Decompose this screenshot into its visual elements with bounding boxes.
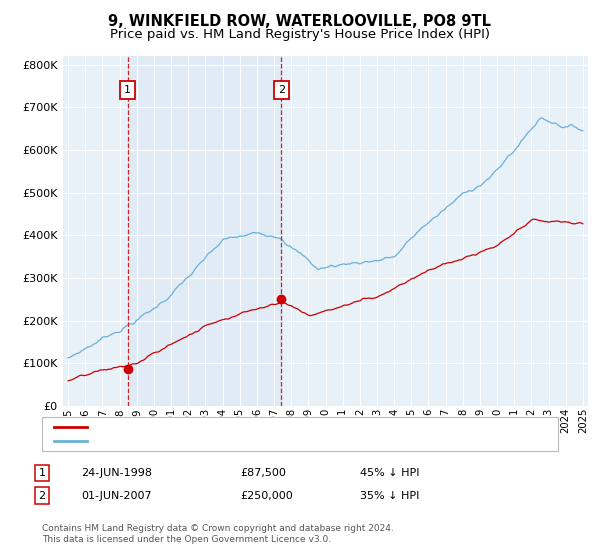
Text: HPI: Average price, detached house, East Hampshire: HPI: Average price, detached house, East… bbox=[93, 436, 387, 446]
Text: 24-JUN-1998: 24-JUN-1998 bbox=[81, 468, 152, 478]
Text: 01-JUN-2007: 01-JUN-2007 bbox=[81, 491, 152, 501]
Text: 1: 1 bbox=[38, 468, 46, 478]
Text: Contains HM Land Registry data © Crown copyright and database right 2024.
This d: Contains HM Land Registry data © Crown c… bbox=[42, 524, 394, 544]
Text: 2: 2 bbox=[38, 491, 46, 501]
Text: 1: 1 bbox=[124, 85, 131, 95]
Text: £87,500: £87,500 bbox=[240, 468, 286, 478]
Text: £250,000: £250,000 bbox=[240, 491, 293, 501]
Text: 9, WINKFIELD ROW, WATERLOOVILLE, PO8 9TL: 9, WINKFIELD ROW, WATERLOOVILLE, PO8 9TL bbox=[109, 14, 491, 29]
Text: 9, WINKFIELD ROW, WATERLOOVILLE, PO8 9TL (detached house): 9, WINKFIELD ROW, WATERLOOVILLE, PO8 9TL… bbox=[93, 422, 454, 432]
Text: Price paid vs. HM Land Registry's House Price Index (HPI): Price paid vs. HM Land Registry's House … bbox=[110, 28, 490, 41]
Bar bbox=[128, 56, 281, 406]
Text: 2: 2 bbox=[278, 85, 285, 95]
Text: 35% ↓ HPI: 35% ↓ HPI bbox=[360, 491, 419, 501]
Text: 45% ↓ HPI: 45% ↓ HPI bbox=[360, 468, 419, 478]
